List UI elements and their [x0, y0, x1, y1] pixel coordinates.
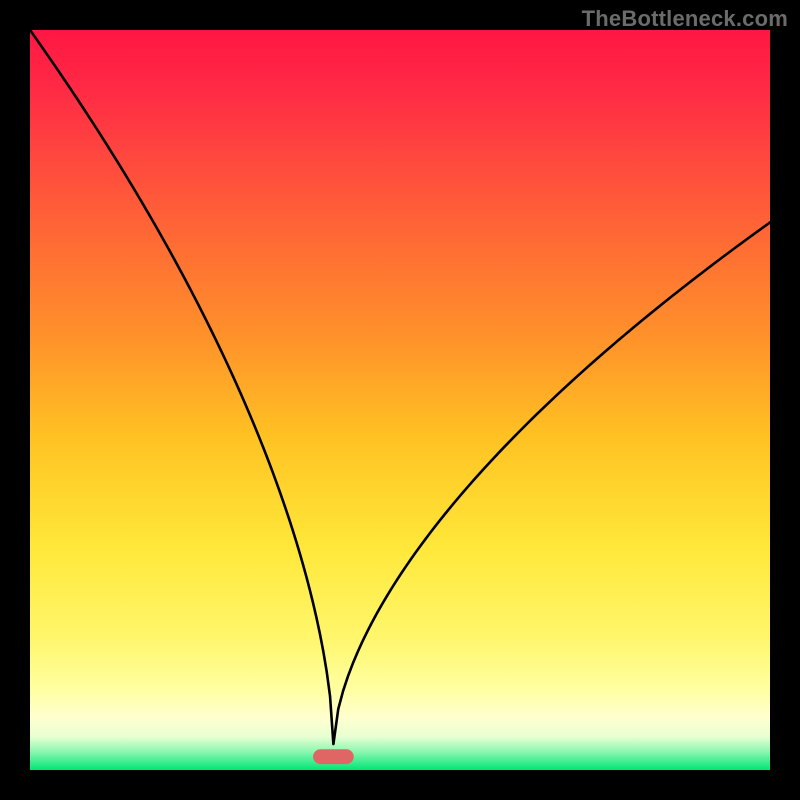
min-marker [313, 749, 354, 764]
watermark-text: TheBottleneck.com [582, 6, 788, 32]
plot-svg [30, 30, 770, 770]
gradient-background [30, 30, 770, 770]
figure-root: TheBottleneck.com [0, 0, 800, 800]
plot-area [30, 30, 770, 770]
